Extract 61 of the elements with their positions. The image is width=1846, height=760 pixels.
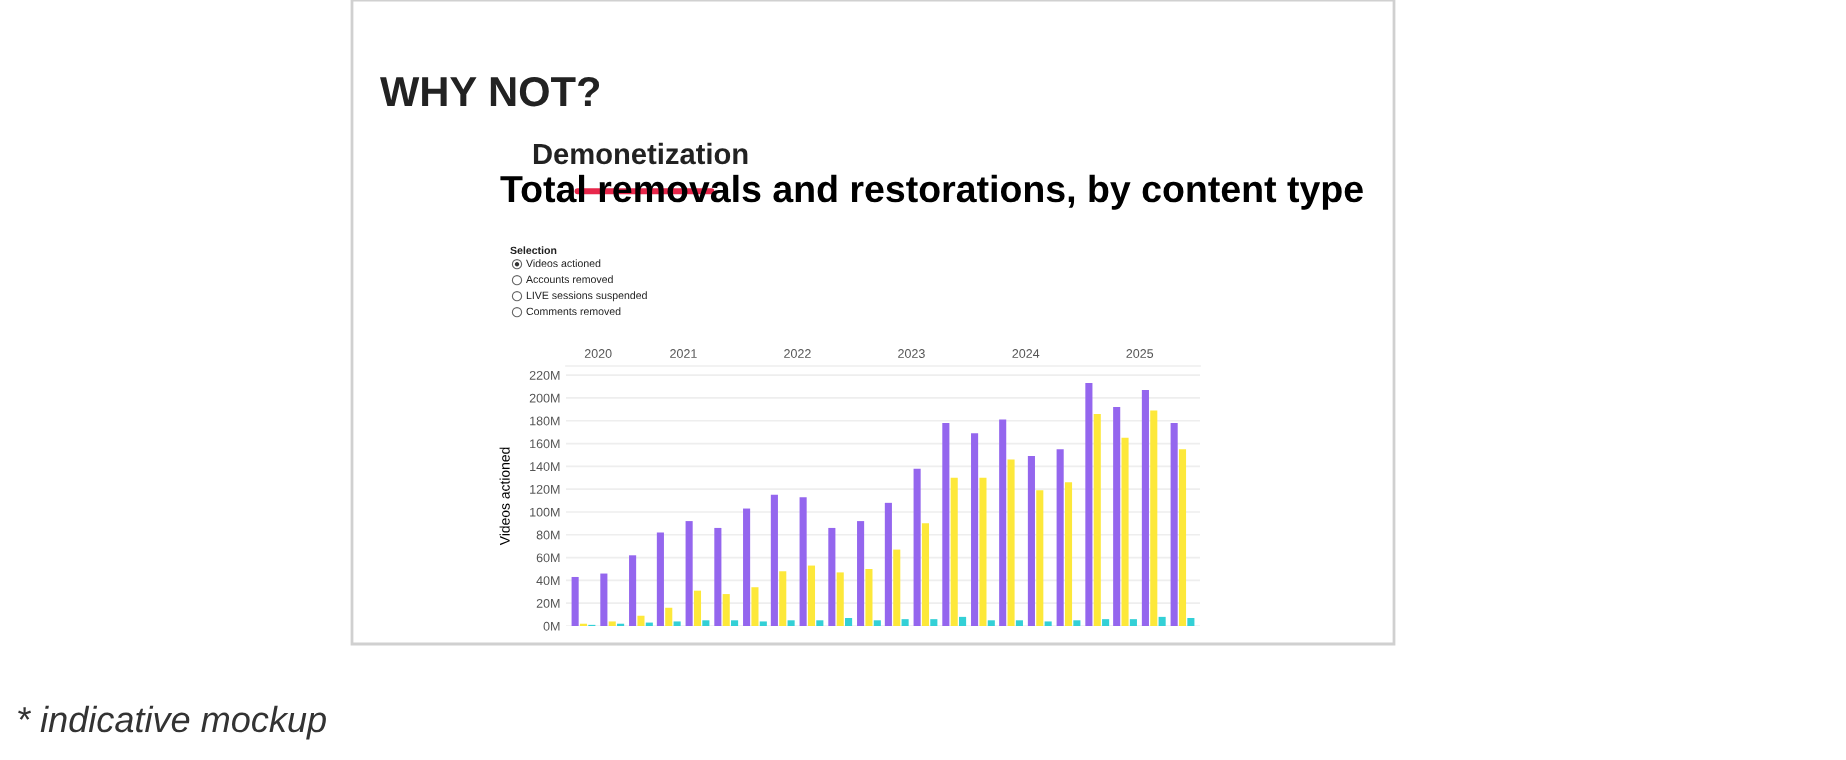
bar — [1064, 482, 1073, 626]
bar — [845, 618, 853, 626]
bar — [913, 468, 921, 626]
bar — [1027, 456, 1035, 626]
bar — [884, 502, 892, 626]
bar — [702, 620, 710, 626]
bar — [807, 565, 816, 626]
bar — [942, 423, 950, 626]
bar — [999, 419, 1007, 626]
text: WHY NOT? — [380, 76, 600, 107]
bar — [1056, 449, 1064, 626]
bar — [930, 619, 938, 626]
bar — [1187, 618, 1195, 626]
bar — [1093, 413, 1101, 626]
bar — [731, 620, 739, 626]
bar — [987, 620, 995, 626]
bar — [693, 590, 702, 626]
bar — [1129, 619, 1137, 626]
bar — [722, 594, 730, 626]
bar — [600, 573, 608, 626]
bar — [1141, 389, 1149, 626]
bar — [656, 532, 664, 626]
bar — [1073, 620, 1081, 626]
bar — [743, 508, 751, 626]
bar — [1158, 616, 1166, 626]
bar — [1113, 407, 1121, 626]
bar — [1150, 410, 1158, 626]
bar — [1015, 620, 1023, 626]
bar — [921, 523, 930, 626]
bar — [787, 620, 795, 626]
bar — [637, 615, 645, 626]
bar — [971, 433, 979, 626]
bar — [816, 620, 824, 626]
bar — [857, 521, 865, 626]
bar — [979, 477, 987, 626]
text: * indicative mockup — [18, 705, 326, 740]
bar — [865, 568, 873, 626]
bar — [665, 607, 673, 626]
bar — [959, 616, 967, 626]
bar — [836, 572, 844, 626]
bar — [770, 494, 778, 626]
bar — [751, 587, 759, 626]
bar — [1121, 437, 1129, 626]
bar — [901, 619, 909, 626]
bar — [779, 571, 787, 626]
bar — [799, 497, 807, 626]
text: Demonetization — [533, 142, 748, 165]
bar — [873, 620, 881, 626]
bar — [685, 521, 693, 626]
bar — [1085, 383, 1093, 626]
bar — [629, 555, 637, 626]
bar — [1178, 449, 1187, 626]
bar — [1007, 459, 1015, 626]
bar — [893, 549, 901, 626]
bar — [950, 477, 958, 626]
bar — [1170, 423, 1178, 626]
bar — [571, 576, 579, 626]
bar — [1102, 619, 1110, 626]
bar — [714, 527, 722, 626]
bar — [828, 527, 836, 626]
bar — [1036, 490, 1044, 626]
